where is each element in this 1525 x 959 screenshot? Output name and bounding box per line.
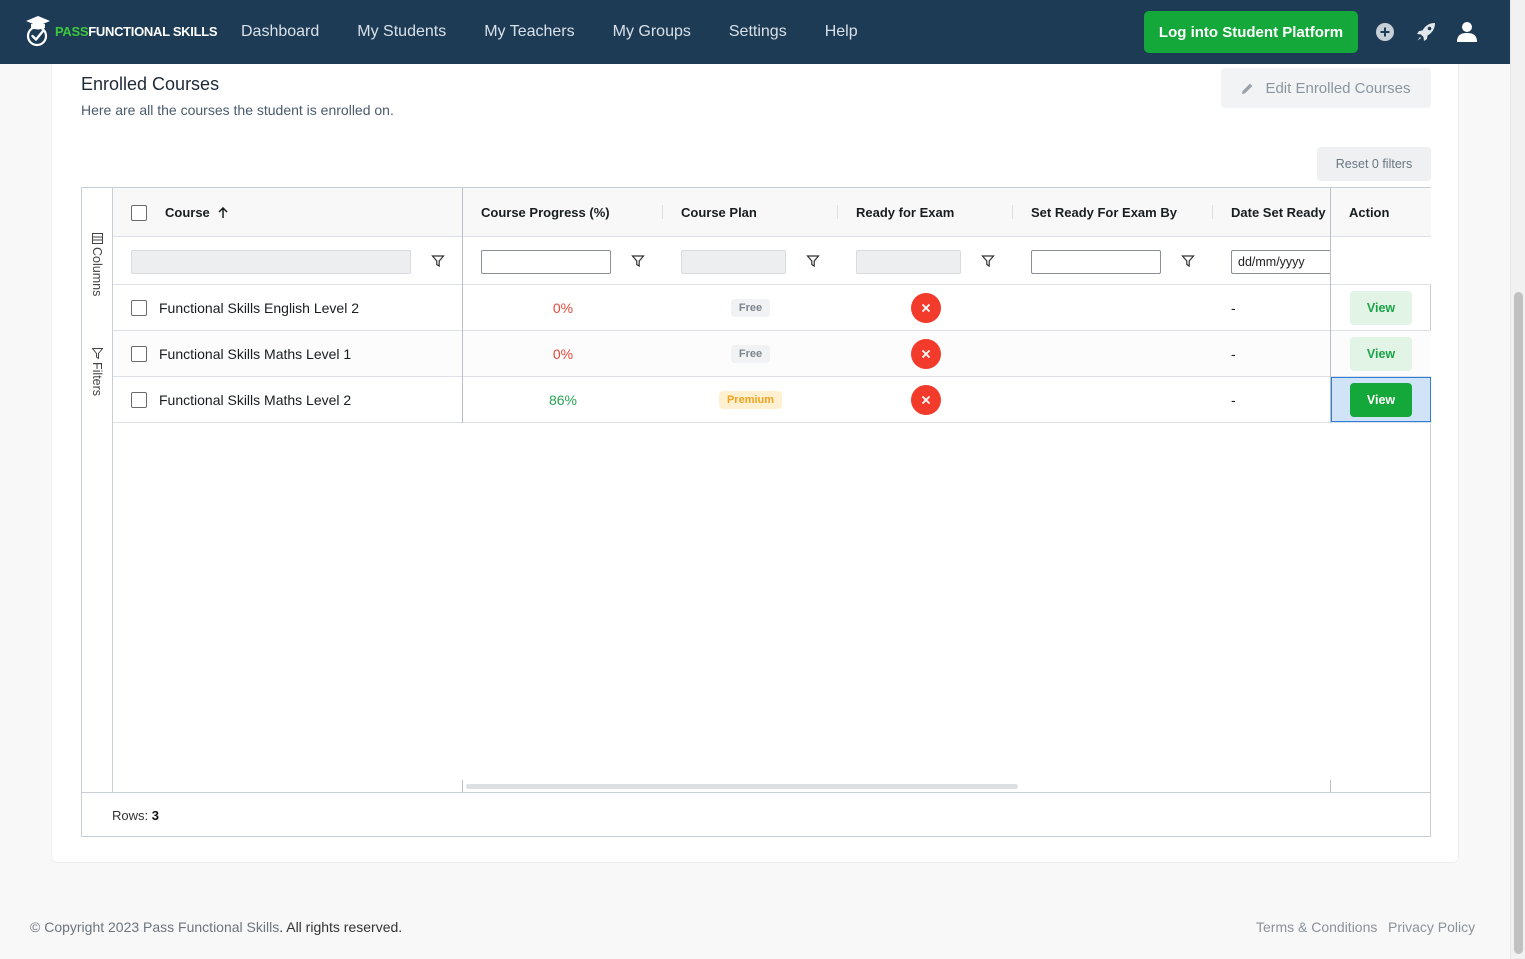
main-nav: Dashboard My Students My Teachers My Gro… (241, 0, 896, 64)
header-course-plan[interactable]: Course Plan (681, 205, 757, 220)
brand-name: PASSFUNCTIONAL SKILLS (55, 23, 218, 39)
pinned-right-divider (1330, 188, 1331, 423)
course-filter-input (131, 250, 411, 274)
header-ready-for-exam[interactable]: Ready for Exam (856, 205, 955, 220)
privacy-link[interactable]: Privacy Policy (1388, 919, 1476, 935)
brand-pass: PASS (55, 23, 89, 39)
header-course-progress[interactable]: Course Progress (%) (481, 205, 610, 220)
columns-icon (91, 233, 103, 244)
course-progress: 0% (552, 345, 574, 362)
not-ready-icon (910, 384, 941, 415)
top-navbar: PASSFUNCTIONAL SKILLS Dashboard My Stude… (0, 0, 1510, 64)
section-title: Enrolled Courses (81, 74, 220, 94)
row-count-value: 3 (151, 808, 159, 823)
row-count-label: Rows: (112, 808, 149, 823)
nav-my-students[interactable]: My Students (357, 23, 447, 40)
ready-filter-icon[interactable] (981, 254, 995, 268)
table-row[interactable]: Functional Skills Maths Level 2 86% Prem… (113, 377, 1431, 423)
date-set-ready: - (1231, 345, 1236, 362)
progress-filter-input[interactable] (481, 250, 611, 274)
set-by-filter-icon[interactable] (1181, 254, 1195, 268)
filters-tab-label: Filters (90, 362, 104, 397)
header-set-ready-by[interactable]: Set Ready For Exam By (1031, 205, 1177, 220)
filters-tool-tab[interactable]: Filters (87, 348, 107, 396)
page-scrollbar[interactable] (1510, 0, 1525, 959)
plus-circle-icon[interactable] (1373, 20, 1397, 44)
row-checkbox[interactable] (131, 299, 147, 316)
courses-grid: Columns Filters Course Course Progress (… (81, 187, 1431, 837)
graduation-check-icon (26, 16, 50, 47)
user-icon[interactable] (1455, 20, 1479, 44)
grid-side-panel: Columns Filters (82, 188, 113, 792)
copyright-brand: Pass Functional Skills (143, 919, 280, 935)
pinned-left-divider (462, 188, 463, 423)
date-filter-placeholder: dd/mm/yyyy (1238, 255, 1305, 269)
grid-status-bar: Rows: 3 (82, 792, 1430, 836)
section-subtitle: Here are all the courses the student is … (81, 102, 394, 118)
row-checkbox[interactable] (131, 345, 147, 362)
row-checkbox[interactable] (131, 391, 147, 408)
plan-badge: Free (730, 298, 771, 317)
nav-dashboard[interactable]: Dashboard (241, 23, 320, 40)
header-course[interactable]: Course (165, 188, 228, 237)
plan-badge: Free (730, 344, 771, 363)
date-set-ready: - (1231, 299, 1236, 316)
table-row[interactable]: Functional Skills English Level 2 0% Fre… (113, 285, 1431, 331)
nav-my-groups[interactable]: My Groups (612, 23, 691, 40)
date-filter-input[interactable]: dd/mm/yyyy (1231, 250, 1330, 274)
course-progress: 0% (552, 299, 574, 316)
copyright: © Copyright 2023 Pass Functional Skills.… (30, 919, 402, 935)
view-course-button[interactable]: View (1350, 336, 1412, 371)
view-course-button[interactable]: View (1350, 290, 1412, 325)
plan-filter-input (681, 250, 786, 274)
select-all-checkbox[interactable] (131, 204, 147, 221)
progress-filter-icon[interactable] (631, 254, 645, 268)
page-scrollbar-thumb[interactable] (1514, 292, 1523, 954)
course-name: Functional Skills Maths Level 2 (159, 391, 352, 408)
login-student-platform-button[interactable]: Log into Student Platform (1144, 11, 1358, 53)
not-ready-icon (910, 338, 941, 369)
edit-enrolled-courses-label: Edit Enrolled Courses (1265, 79, 1411, 97)
pencil-icon (1242, 83, 1253, 94)
table-row[interactable]: Functional Skills Maths Level 1 0% Free … (113, 331, 1431, 377)
course-progress: 86% (548, 391, 578, 408)
plan-filter-icon[interactable] (806, 254, 820, 268)
nav-settings[interactable]: Settings (728, 23, 787, 40)
enrolled-courses-card: Enrolled Courses Here are all the course… (51, 64, 1459, 863)
edit-enrolled-courses-button[interactable]: Edit Enrolled Courses (1221, 68, 1431, 108)
copyright-prefix: © Copyright 2023 (30, 919, 144, 935)
select-all-checkbox-cell (131, 188, 147, 237)
header-action[interactable]: Action (1349, 205, 1390, 220)
nav-help[interactable]: Help (824, 23, 858, 40)
pinned-right-divider-bottom (1330, 780, 1331, 792)
ready-filter-input (856, 250, 961, 274)
brand-logo[interactable]: PASSFUNCTIONAL SKILLS (25, 15, 218, 47)
not-ready-icon (910, 292, 941, 323)
course-name: Functional Skills English Level 2 (159, 299, 359, 316)
course-name: Functional Skills Maths Level 1 (159, 345, 352, 362)
header-course-label: Course (165, 205, 210, 220)
reset-filters-button[interactable]: Reset 0 filters (1317, 147, 1431, 181)
grid-filter-row: dd/mm/yyyy (113, 237, 1431, 285)
row-count: Rows: 3 (112, 808, 159, 823)
filter-icon (91, 348, 103, 359)
set-by-filter-input[interactable] (1031, 250, 1161, 274)
date-set-ready: - (1231, 391, 1236, 408)
columns-tool-tab[interactable]: Columns (87, 233, 107, 296)
copyright-suffix: . All rights reserved. (279, 919, 403, 935)
rocket-icon[interactable] (1414, 20, 1438, 44)
columns-tab-label: Columns (90, 247, 104, 297)
nav-my-teachers[interactable]: My Teachers (484, 23, 575, 40)
brand-functional-skills: FUNCTIONAL SKILLS (88, 23, 218, 39)
grid-header-row: Course Course Progress (%) Course Plan R… (113, 188, 1431, 237)
terms-link[interactable]: Terms & Conditions (1256, 919, 1378, 935)
course-filter-icon[interactable] (431, 254, 445, 268)
sort-ascending-icon (218, 206, 228, 218)
plan-badge: Premium (718, 390, 783, 409)
header-date-set-ready[interactable]: Date Set Ready (1231, 205, 1326, 220)
view-course-button[interactable]: View (1350, 382, 1412, 417)
pinned-left-divider-bottom (462, 780, 463, 792)
horizontal-scrollbar[interactable] (466, 784, 1018, 789)
